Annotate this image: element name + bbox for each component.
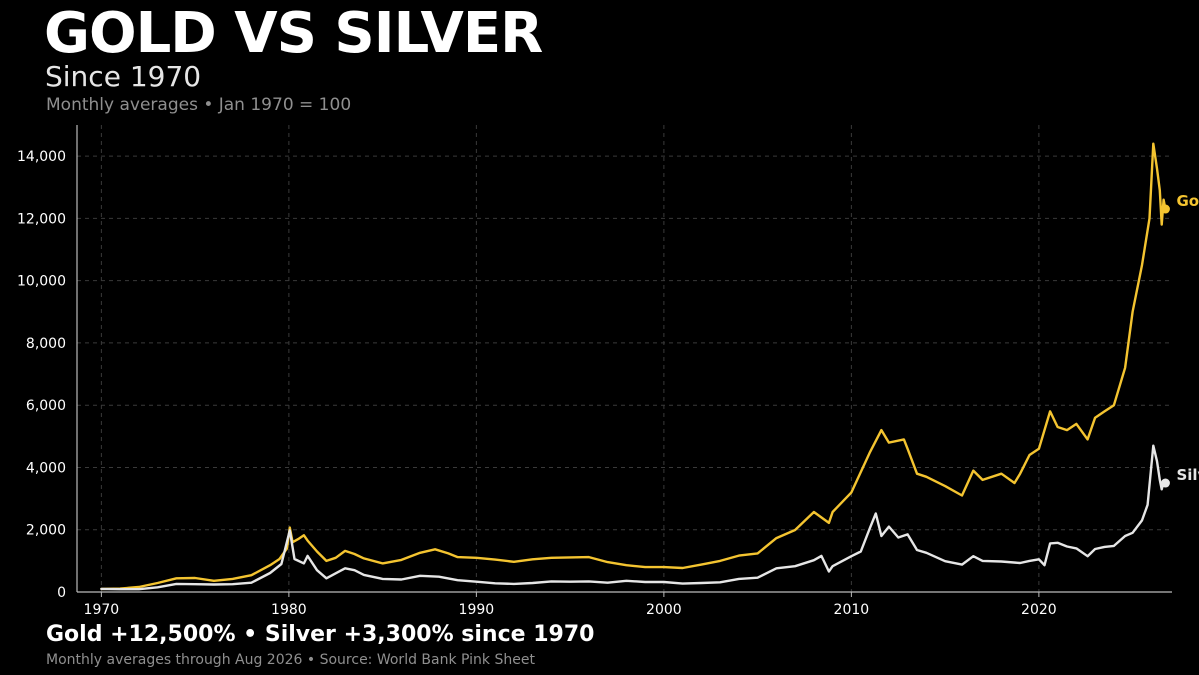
axis-layer: 0 2,000 4,000 6,000 8,000 10,000 12,000 14,000 1…: [17, 125, 1172, 618]
y-tick-label: 6,000: [26, 398, 66, 414]
summary-text: Gold +12,500% • Silver +3,300% since 197…: [46, 622, 595, 647]
x-tick-label: 1990: [459, 602, 495, 618]
y-tick-label: 2,000: [26, 523, 66, 539]
y-tick-label: 10,000: [17, 274, 66, 290]
y-tick-label: 14,000: [17, 149, 66, 165]
series-layer: [100, 142, 1170, 591]
label-layer: Gold Silver: [1176, 192, 1199, 484]
x-tick-label: 2020: [1021, 602, 1057, 618]
chart-title: GOLD VS SILVER: [44, 1, 543, 66]
x-tick-label: 2000: [646, 602, 682, 618]
silver-end-marker: [1160, 478, 1170, 488]
y-tick-label: 0: [57, 585, 66, 601]
y-tick-label: 8,000: [26, 336, 66, 352]
grid-layer: [77, 125, 1172, 592]
silver-series-line: [100, 444, 1167, 591]
gold-series-line: [100, 142, 1167, 591]
y-tick-label: 12,000: [17, 211, 66, 227]
x-tick-label: 2010: [834, 602, 870, 618]
y-tick-label: 4,000: [26, 460, 66, 476]
chart-note: Monthly averages • Jan 1970 = 100: [46, 95, 352, 115]
x-tick-label: 1970: [84, 602, 120, 618]
gold-end-marker: [1160, 204, 1170, 214]
source-note: Monthly averages through Aug 2026 • Sour…: [46, 652, 535, 668]
silver-series-label: Silver: [1176, 466, 1199, 484]
gold-series-label: Gold: [1176, 192, 1199, 210]
chart-subtitle: Since 1970: [45, 60, 202, 93]
x-tick-label: 1980: [271, 602, 307, 618]
